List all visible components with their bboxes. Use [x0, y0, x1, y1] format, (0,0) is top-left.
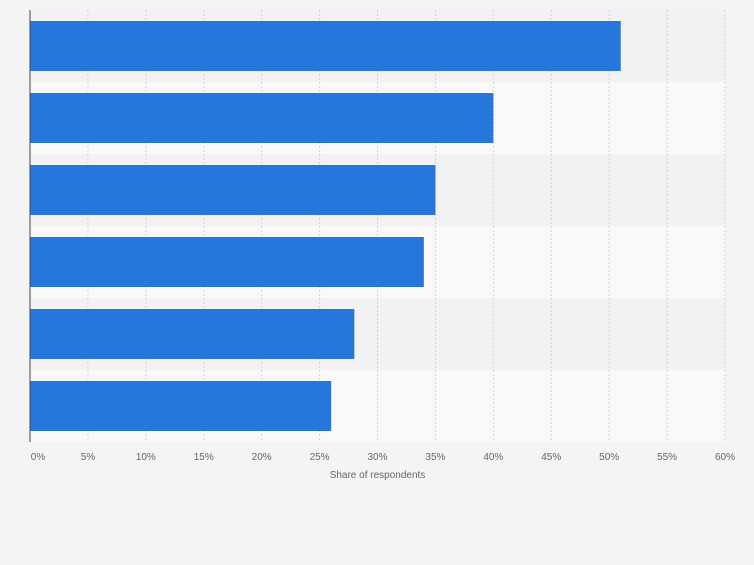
x-tick-label: 15%: [194, 452, 214, 463]
gridlines: [87, 10, 726, 442]
bars: [30, 21, 621, 431]
bar[interactable]: [30, 93, 494, 143]
x-tick-label: 55%: [657, 452, 677, 463]
x-axis-title: Share of respondents: [330, 470, 426, 481]
bar[interactable]: [30, 381, 332, 431]
x-tick-label: 20%: [252, 452, 272, 463]
bar[interactable]: [30, 165, 436, 215]
x-axis-ticks: 0% 5% 10% 15% 20% 25% 30% 35% 40% 45% 50% 55% 60%: [31, 452, 735, 463]
bar[interactable]: [30, 309, 355, 359]
x-tick-label: 5%: [81, 452, 96, 463]
x-tick-label: 45%: [541, 452, 561, 463]
x-tick-label: 25%: [310, 452, 330, 463]
x-tick-label: 10%: [136, 452, 156, 463]
x-tick-label: 35%: [425, 452, 445, 463]
bar[interactable]: [30, 237, 424, 287]
bar[interactable]: [30, 21, 621, 71]
x-tick-label: 0%: [31, 452, 46, 463]
x-tick-label: 60%: [715, 452, 735, 463]
x-tick-label: 30%: [367, 452, 387, 463]
x-tick-label: 40%: [483, 452, 503, 463]
x-tick-label: 50%: [599, 452, 619, 463]
